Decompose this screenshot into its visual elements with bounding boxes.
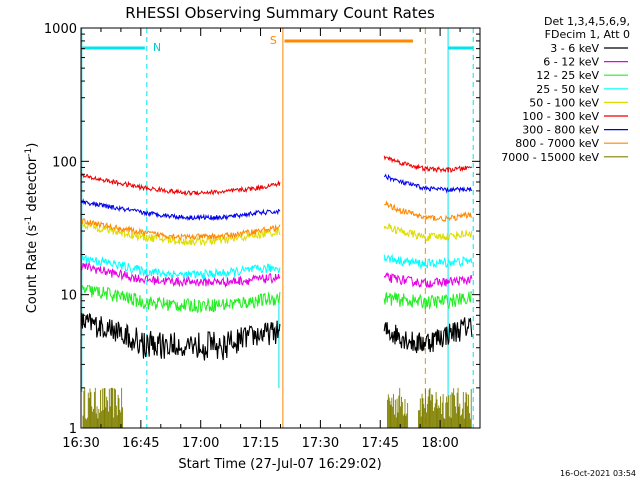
legend-label: 3 - 6 keV [550,42,599,55]
annotation-n: N [153,41,161,54]
x-tick-label: 17:15 [242,436,279,451]
y-axis-label: Count Rate (s-1 detector-1) [24,143,40,314]
legend-label: 50 - 100 keV [529,96,599,109]
legend-label: 100 - 300 keV [522,110,599,123]
y-label-part-1: Count Rate (s [25,225,40,314]
x-tick-label: 16:45 [122,436,159,451]
annotation-s: S [270,34,277,47]
series-line-25-50keV [383,253,473,270]
series-line-100-300keV [80,174,281,197]
series-line-6-12keV [383,272,473,289]
legend-label: 6 - 12 keV [543,56,599,69]
plot-area: NS [80,28,474,428]
series-line-50-100keV [383,223,473,242]
series-line-800-7000keV [384,199,473,222]
plot-timestamp: 16-Oct-2021 03:54 [560,469,636,478]
x-tick-label: 18:00 [421,436,458,451]
legend-label: 7000 - 15000 keV [501,151,599,164]
legend: Det 1,3,4,5,6,9, FDecim 1, Att 0 3 - 6 k… [501,15,630,164]
x-axis-label: Start Time (27-Jul-07 16:29:02) [178,457,381,472]
y-tick-label: 10 [60,289,77,304]
series-line-3-6keV [383,317,473,354]
y-tick-label: 1 [69,422,77,437]
y-label-sup-2: -1 [24,148,34,157]
series-line-800-7000keV [80,218,281,241]
chart-title: RHESSI Observing Summary Count Rates [125,4,435,22]
legend-label: 800 - 7000 keV [515,137,599,150]
x-tick-label: 16:30 [62,436,99,451]
x-tick-label: 17:45 [362,436,399,451]
legend-label: 25 - 50 keV [536,83,599,96]
legend-header-line-2: FDecim 1, Att 0 [545,28,630,41]
series-line-300-800keV [80,198,281,222]
y-label-part-2: detector [25,156,40,216]
legend-header-line-1: Det 1,3,4,5,6,9, [544,15,630,28]
y-tick-label: 100 [52,155,77,170]
y-label-part-3: ) [25,143,40,148]
series-line-25-50keV [80,254,281,280]
y-tick-label: 1000 [44,22,77,37]
legend-label: 300 - 800 keV [522,124,599,137]
series-line-12-25keV [80,284,281,314]
y-label-sup-1: -1 [24,216,34,225]
axis-ticks: 16:30 16:45 17:00 17:15 17:30 17:45 18:00 1 10 10… [44,22,481,451]
series-line-12-25keV [383,290,473,310]
x-tick-label: 17:30 [302,436,339,451]
x-tick-label: 17:00 [182,436,219,451]
series-line-6-12keV [80,262,281,289]
series-line-300-800keV [383,173,473,194]
series-line-100-300keV [383,155,473,174]
series-line-3-6keV [80,312,281,361]
legend-label: 12 - 25 keV [536,69,599,82]
